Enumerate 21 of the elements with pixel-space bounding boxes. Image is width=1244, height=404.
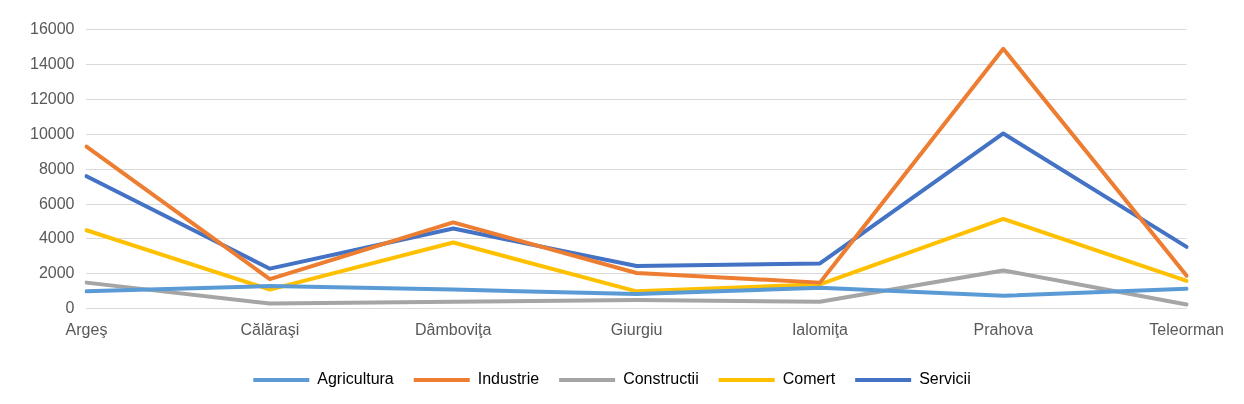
y-tick-label: 2000 <box>38 264 75 282</box>
x-tick-label: Teleorman <box>1149 320 1224 338</box>
x-tick-label: Prahova <box>973 320 1034 338</box>
y-tick-label: 14000 <box>29 54 75 72</box>
legend-label: Comert <box>782 370 836 388</box>
x-tick-label: Argeş <box>65 320 108 338</box>
legend-label: Servicii <box>919 370 971 388</box>
x-tick-label: Dâmboviţa <box>414 320 492 338</box>
y-tick-label: 10000 <box>29 124 75 142</box>
y-tick-label: 16000 <box>29 20 75 38</box>
y-tick-label: 0 <box>65 299 75 317</box>
x-tick-label: Călăraşi <box>240 320 300 338</box>
y-tick-label: 6000 <box>38 194 75 212</box>
legend-label: Constructii <box>623 370 699 388</box>
legend-label: Agricultura <box>317 370 394 388</box>
x-tick-label: Giurgiu <box>610 320 663 338</box>
legend-label: Industrie <box>477 370 540 388</box>
y-tick-label: 4000 <box>38 229 75 247</box>
y-tick-label: 8000 <box>38 159 75 177</box>
y-tick-label: 12000 <box>29 89 75 107</box>
x-tick-label: Ialomiţa <box>791 320 849 338</box>
